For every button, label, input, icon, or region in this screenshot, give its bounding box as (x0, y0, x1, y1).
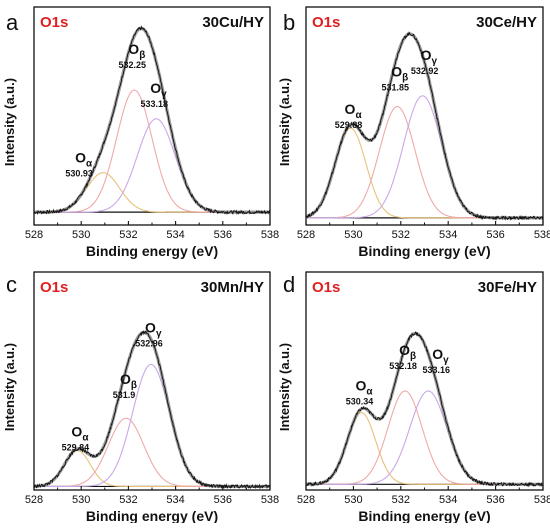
component-peak-3 (306, 390, 543, 485)
peak-position-label: 529.84 (62, 443, 90, 453)
peak-name-label: Oγ (150, 80, 167, 100)
fitted-envelope (306, 331, 543, 486)
region-label: O1s (40, 14, 68, 31)
fitted-envelope (34, 26, 270, 214)
y-axis-label: Intensity (a.u.) (277, 78, 292, 166)
raw-data-line (306, 331, 543, 488)
x-tick-label: 530 (72, 229, 90, 241)
panel-letter: a (6, 10, 19, 35)
x-tick-label: 536 (486, 229, 504, 241)
x-tick-label: 538 (534, 229, 550, 241)
component-peak-3 (34, 363, 270, 487)
peak-name-label: Oγ (145, 319, 162, 339)
sample-label: 30Fe/HY (478, 279, 537, 296)
x-tick-label: 534 (439, 229, 457, 241)
x-axis-label: Binding energy (eV) (358, 243, 490, 259)
x-tick-label: 534 (439, 494, 457, 506)
x-tick-label: 530 (344, 229, 362, 241)
x-tick-label: 538 (534, 494, 550, 506)
x-tick-label: 528 (297, 229, 315, 241)
chart-panel-d: 528 530 532 534 536 538 Binding energy (eV) Int… (277, 271, 550, 524)
x-tick-label: 536 (214, 494, 232, 506)
plot-area (306, 331, 543, 488)
peak-name-label: Oγ (421, 47, 438, 67)
peak-position-label: 532.18 (389, 361, 417, 371)
y-axis-label: Intensity (a.u.) (2, 343, 17, 431)
component-peak-3 (34, 118, 270, 213)
sample-label: 30Cu/HY (202, 14, 264, 31)
peak-name-label: Oγ (432, 346, 449, 366)
sample-label: 30Mn/HY (201, 279, 264, 296)
region-label: O1s (312, 14, 340, 31)
x-tick-label: 532 (119, 494, 137, 506)
chart-panel-a: 528 530 532 534 536 538 Binding energy (eV) Int… (2, 6, 279, 259)
peak-name-label: Oβ (128, 41, 145, 61)
x-axis-label: Binding energy (eV) (86, 508, 218, 523)
peak-name-label: Oβ (120, 371, 137, 391)
raw-data-line (34, 330, 270, 490)
peak-name-label: Oα (345, 101, 363, 121)
x-tick-label: 536 (214, 229, 232, 241)
region-label: O1s (40, 279, 68, 296)
peak-name-label: Oα (75, 150, 93, 170)
peak-position-label: 530.34 (346, 396, 374, 406)
x-tick-label: 534 (166, 494, 184, 506)
x-tick-label: 532 (119, 229, 137, 241)
plot-frame (305, 6, 544, 226)
plot-area (306, 31, 543, 221)
plot-frame (33, 6, 271, 226)
peak-position-label: 532.96 (135, 338, 163, 348)
x-tick-label: 528 (25, 229, 43, 241)
plot-area (34, 330, 270, 490)
peak-name-label: Oβ (399, 342, 416, 362)
peak-position-label: 532.92 (411, 66, 439, 76)
component-peak-1 (306, 411, 543, 485)
x-tick-label: 532 (392, 494, 410, 506)
x-axis-label: Binding energy (eV) (358, 508, 490, 523)
y-axis-label: Intensity (a.u.) (277, 343, 292, 431)
peak-position-label: 529.88 (335, 120, 363, 130)
x-axis-label: Binding energy (eV) (86, 243, 218, 259)
x-tick-label: 536 (486, 494, 504, 506)
region-label: O1s (312, 279, 340, 296)
x-tick-label: 528 (25, 494, 43, 506)
x-tick-label: 530 (344, 494, 362, 506)
x-tick-label: 528 (297, 494, 315, 506)
peak-position-label: 531.9 (113, 390, 136, 400)
chart-panel-b: 528 530 532 534 536 538 Binding energy (eV) Int… (277, 6, 550, 259)
x-tick-label: 538 (261, 494, 279, 506)
x-tick-label: 532 (392, 229, 410, 241)
x-tick-label: 534 (166, 229, 184, 241)
component-peak-2 (306, 390, 543, 485)
y-axis-label: Intensity (a.u.) (2, 78, 17, 166)
panel-letter: c (6, 272, 17, 297)
component-peak-3 (306, 95, 543, 219)
peak-position-label: 533.16 (423, 365, 451, 375)
peak-position-label: 532.25 (119, 60, 147, 70)
peak-name-label: Oβ (391, 64, 408, 84)
x-tick-label: 530 (72, 494, 90, 506)
x-tick-label: 538 (261, 229, 279, 241)
peak-position-label: 531.85 (381, 83, 409, 93)
panel-letter: b (283, 10, 295, 35)
sample-label: 30Ce/HY (476, 14, 537, 31)
plot-area (34, 25, 270, 216)
peak-name-label: Oα (71, 424, 89, 444)
peak-position-label: 530.93 (65, 169, 93, 179)
panel-letter: d (283, 272, 295, 297)
raw-data-line (306, 31, 543, 221)
raw-data-line (34, 25, 270, 216)
chart-panel-c: 528 530 532 534 536 538 Binding energy (eV) Int… (2, 271, 279, 524)
peak-position-label: 533.18 (140, 99, 168, 109)
peak-name-label: Oα (355, 377, 373, 397)
